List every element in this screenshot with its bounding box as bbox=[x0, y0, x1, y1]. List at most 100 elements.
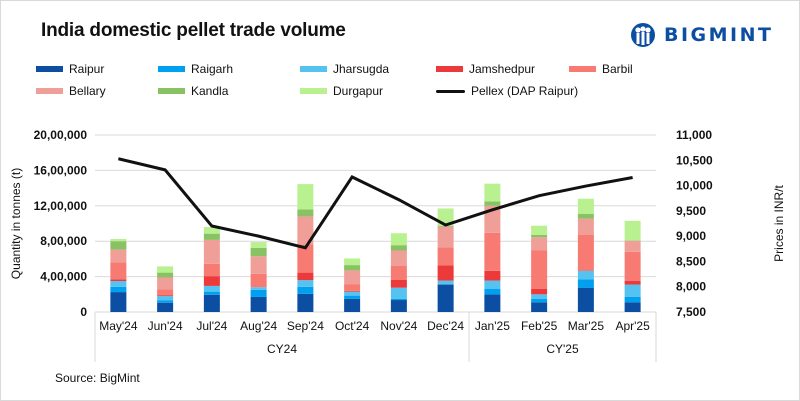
bar-segment-raipur bbox=[203, 294, 220, 312]
y-tick-label: 0 bbox=[80, 305, 87, 319]
bar-segment-jamshedpur bbox=[390, 279, 407, 288]
bar-segment-durgapur bbox=[531, 225, 548, 236]
bar-segment-bellary bbox=[157, 277, 174, 290]
legend-item-jharsugda: Jharsugda bbox=[300, 62, 389, 76]
legend-item-bellary: Bellary bbox=[36, 84, 106, 98]
y2-tick-label: 11,000 bbox=[676, 128, 712, 142]
bar-segment-durgapur bbox=[297, 184, 314, 210]
legend-item-barbil: Barbil bbox=[569, 62, 633, 76]
legend-swatch bbox=[436, 89, 465, 93]
bar-segment-kandla bbox=[110, 241, 127, 250]
bar-segment-bellary bbox=[344, 270, 361, 285]
bar-segment-kandla bbox=[390, 245, 407, 251]
bar-segment-barbil bbox=[203, 263, 220, 277]
x-tick-label: Mar'25 bbox=[568, 319, 605, 333]
y-tick-label: 12,00,000 bbox=[34, 199, 88, 213]
legend-swatch bbox=[569, 66, 596, 72]
bar-segment-raipur bbox=[577, 287, 594, 312]
pellex-price-line bbox=[118, 157, 633, 250]
bar-segment-jamshedpur bbox=[110, 279, 127, 282]
bar-segment-barbil bbox=[297, 244, 314, 273]
bar-segment-durgapur bbox=[577, 198, 594, 214]
group-label: CY'25 bbox=[546, 342, 579, 356]
bar-segment-jamshedpur bbox=[203, 276, 220, 286]
bar-segment-kandla bbox=[531, 235, 548, 238]
x-tick-label: Aug'24 bbox=[240, 319, 277, 333]
bar-segment-jharsugda bbox=[250, 287, 267, 290]
x-tick-label: Dec'24 bbox=[427, 319, 464, 333]
bar-segment-raipur bbox=[484, 294, 501, 312]
bar-segment-jamshedpur bbox=[531, 288, 548, 295]
bar-segment-bellary bbox=[297, 216, 314, 245]
legend-swatch bbox=[158, 66, 185, 72]
legend-item-raipur: Raipur bbox=[36, 62, 104, 76]
bar-segment-kandla bbox=[157, 272, 174, 278]
bar-segment-raipur bbox=[157, 302, 174, 312]
y-tick-label: 20,00,000 bbox=[34, 128, 88, 142]
bar-segment-jamshedpur bbox=[484, 270, 501, 281]
group-label: CY24 bbox=[267, 342, 297, 356]
bar-segment-raigarh bbox=[624, 296, 641, 303]
bar-segment-kandla bbox=[203, 233, 220, 240]
legend-label: Raipur bbox=[69, 62, 105, 76]
bar-segment-kandla bbox=[297, 209, 314, 217]
bar-segment-bellary bbox=[624, 240, 641, 252]
x-tick-label: Feb'25 bbox=[521, 319, 558, 333]
chart-title: India domestic pellet trade volume bbox=[41, 20, 346, 41]
bar-segment-barbil bbox=[390, 265, 407, 280]
bigmint-people-logo-icon bbox=[631, 23, 655, 47]
bar-segment-kandla bbox=[577, 213, 594, 219]
bar-segment-raipur bbox=[297, 293, 314, 312]
bar-segment-jharsugda bbox=[624, 284, 641, 297]
y2-tick-label: 7,500 bbox=[676, 305, 706, 319]
bar-segment-raipur bbox=[531, 302, 548, 312]
x-tick-label: Oct'24 bbox=[335, 319, 370, 333]
legend-label: Jharsugda bbox=[333, 62, 390, 76]
bar-segment-raipur bbox=[437, 284, 454, 312]
legend-label: Kandla bbox=[191, 84, 229, 98]
y-axis-title: Quantity in tonnes (t) bbox=[9, 168, 23, 279]
legend-item-jamshedpur: Jamshedpur bbox=[436, 62, 535, 76]
x-tick-label: Nov'24 bbox=[380, 319, 417, 333]
bar-segment-barbil bbox=[157, 289, 174, 296]
bar-segment-durgapur bbox=[203, 227, 220, 234]
bar-segment-raipur bbox=[110, 292, 127, 312]
bar-segment-barbil bbox=[577, 235, 594, 271]
y2-tick-label: 10,000 bbox=[676, 179, 713, 193]
source-note: Source: BigMint bbox=[55, 371, 140, 385]
y-tick-label: 8,00,000 bbox=[40, 234, 87, 248]
bar-segment-jamshedpur bbox=[344, 290, 361, 292]
bar-segment-raigarh bbox=[390, 298, 407, 301]
bar-segment-durgapur bbox=[390, 233, 407, 246]
bar-segment-bellary bbox=[250, 256, 267, 274]
bar-segment-raigarh bbox=[297, 286, 314, 294]
x-tick-label: May'24 bbox=[99, 319, 138, 333]
bar-segment-jharsugda bbox=[531, 294, 548, 299]
bar-segment-raigarh bbox=[577, 279, 594, 288]
bar-segment-durgapur bbox=[110, 238, 127, 242]
bar-segment-bellary bbox=[110, 249, 127, 263]
bar-segment-jamshedpur bbox=[297, 272, 314, 281]
legend-swatch bbox=[300, 88, 327, 94]
legend-label: Jamshedpur bbox=[469, 62, 536, 76]
bar-segment-jharsugda bbox=[437, 280, 454, 285]
legend-label: Pellex (DAP Raipur) bbox=[471, 84, 579, 98]
bigmint-logo: BIGMINT bbox=[630, 22, 774, 48]
y2-tick-label: 10,500 bbox=[676, 153, 713, 167]
bar-segment-raigarh bbox=[250, 289, 267, 297]
bar-segment-durgapur bbox=[624, 220, 641, 241]
y-tick-label: 16,00,000 bbox=[34, 163, 88, 177]
legend-item-kandla: Kandla bbox=[158, 84, 228, 98]
legend-item-durgapur: Durgapur bbox=[300, 84, 383, 98]
bar-segment-raigarh bbox=[531, 298, 548, 303]
y2-tick-label: 8,500 bbox=[676, 254, 706, 268]
bar-segment-barbil bbox=[531, 250, 548, 289]
bar-segment-raipur bbox=[390, 300, 407, 312]
y-tick-label: 4,00,000 bbox=[40, 270, 87, 284]
legend-swatch bbox=[36, 88, 63, 94]
bar-segment-bellary bbox=[531, 237, 548, 251]
y2-tick-label: 9,000 bbox=[676, 229, 706, 243]
bar-segment-jamshedpur bbox=[437, 265, 454, 281]
bar-segment-raigarh bbox=[110, 286, 127, 293]
